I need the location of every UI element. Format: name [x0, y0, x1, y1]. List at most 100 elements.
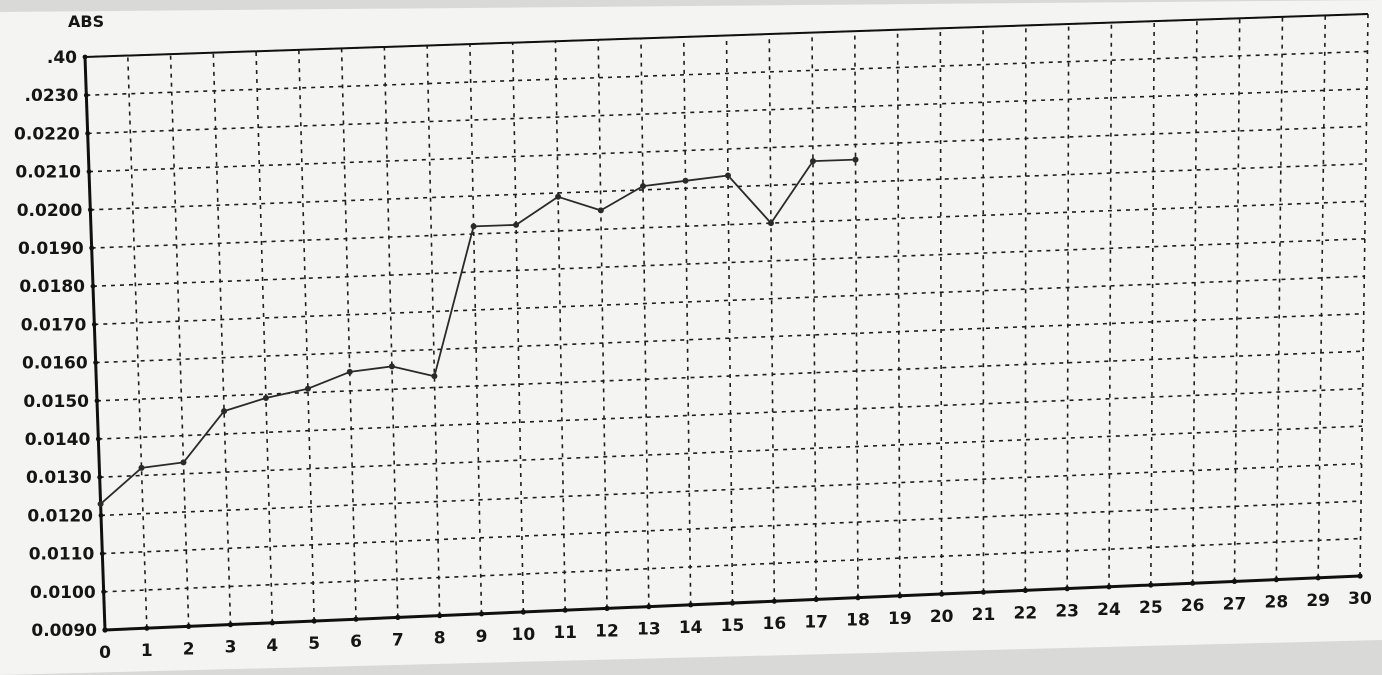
x-tick-mark [1022, 587, 1028, 594]
x-tick-mark [186, 623, 192, 630]
series [97, 156, 859, 507]
y-tick-mark [89, 245, 95, 251]
grid-line-x [896, 29, 901, 596]
data-point [431, 373, 438, 380]
y-tick-mark [99, 551, 105, 556]
x-tick-mark [939, 591, 945, 597]
y-tick-mark [98, 513, 104, 518]
data-point [597, 207, 604, 214]
data-point [767, 220, 774, 227]
grid-line-y [98, 387, 1363, 440]
x-tick-label: 25 [1139, 598, 1163, 618]
x-tick-label: 17 [804, 612, 828, 632]
x-tick-mark [562, 607, 568, 613]
y-tick-label: 0.0100 [30, 583, 96, 603]
x-tick-mark [1315, 575, 1321, 581]
grid-line-y [87, 88, 1367, 135]
data-point [555, 193, 562, 200]
x-tick-label: 21 [972, 605, 996, 625]
y-tick-mark [83, 92, 89, 98]
y-tick-mark [94, 398, 100, 404]
x-tick-mark [1231, 578, 1238, 585]
x-tick-mark [646, 604, 652, 610]
x-tick-mark [1106, 584, 1112, 590]
x-tick-label: 0 [99, 643, 111, 663]
y-tick-label: 0.0210 [15, 163, 81, 183]
grid-line-y [86, 50, 1368, 96]
x-tick-label: 15 [721, 616, 745, 636]
grid-line-x [126, 55, 148, 629]
x-tick-label: 26 [1181, 596, 1205, 616]
tick-labels: 0 1 2 3 4 5 6 7 8 9 10 11 12 13 14 15 16 17 18 19 20 21 22 23 24… [14, 48, 1372, 663]
grid-line-y [100, 462, 1362, 517]
x-tick-label: 16 [762, 614, 786, 634]
x-tick-mark [1148, 582, 1154, 588]
grid-line-x [1066, 24, 1070, 589]
data-point [304, 385, 311, 392]
x-tick-label: 20 [930, 607, 954, 627]
y-tick-label: 0.0090 [31, 621, 97, 641]
y-tick-mark [97, 474, 103, 480]
y-tick-label: .0230 [25, 86, 79, 106]
data-point [724, 172, 731, 179]
y-tick-label: 0.0150 [23, 392, 89, 412]
data-point [809, 158, 816, 165]
x-tick-mark [353, 616, 359, 622]
y-tick-label: 0.0130 [26, 468, 92, 488]
y-tick-label: 0.0170 [21, 315, 87, 335]
x-tick-mark [437, 613, 443, 619]
axes [82, 13, 1369, 633]
x-tick-label: 19 [888, 609, 912, 629]
data-point [262, 394, 269, 401]
x-tick-label: 12 [595, 621, 619, 641]
x-tick-mark [1064, 586, 1070, 592]
x-tick-mark [269, 620, 275, 626]
data-point [97, 500, 104, 507]
y-tick-mark [102, 627, 108, 633]
x-tick-label: 6 [350, 632, 362, 652]
x-tick-label: 24 [1097, 600, 1121, 620]
x-tick-label: 5 [308, 634, 320, 654]
y-tick-mark [93, 360, 99, 365]
x-tick-mark [980, 589, 987, 595]
grid-line-x [1275, 16, 1284, 580]
x-tick-label: 2 [183, 639, 195, 659]
x-tick-mark [813, 596, 819, 603]
data-point [180, 459, 187, 466]
y-tick-mark [91, 322, 97, 327]
x-tick-label: 27 [1223, 594, 1247, 614]
y-tick-mark [101, 589, 107, 595]
y-tick-mark [85, 131, 91, 136]
data-point [346, 368, 353, 375]
x-tick-mark [729, 600, 736, 606]
x-tick-mark [897, 593, 903, 599]
x-tick-label: 13 [637, 620, 661, 640]
x-tick-label: 30 [1348, 589, 1372, 609]
x-tick-label: 1 [141, 641, 153, 661]
y-tick-mark [95, 436, 101, 442]
data-point [640, 183, 647, 190]
x-tick-label: 7 [392, 630, 404, 650]
grid-line-x [1191, 19, 1198, 584]
grid-line-x [169, 54, 190, 627]
top-border [84, 13, 1369, 58]
x-tick-label: 28 [1264, 593, 1288, 613]
data-point [682, 177, 689, 184]
y-tick-label: 0.0200 [17, 201, 83, 221]
grid-line-y [96, 350, 1364, 402]
x-tick-mark [227, 622, 234, 628]
x-tick-mark [478, 611, 485, 617]
x-tick-mark [311, 618, 317, 624]
grid-line-y [103, 537, 1361, 593]
x-tick-label: 10 [511, 625, 535, 645]
y-tick-label: 0.0120 [27, 506, 93, 526]
y-tick-label: 0.0160 [22, 354, 88, 374]
y-tick-label: 0.0110 [29, 545, 95, 565]
grid-line-y [90, 163, 1366, 211]
grid-line-y [102, 500, 1362, 555]
x-tick-label: 14 [679, 618, 703, 638]
grid-line-x [1317, 15, 1327, 578]
grid-line-x [1233, 18, 1241, 582]
